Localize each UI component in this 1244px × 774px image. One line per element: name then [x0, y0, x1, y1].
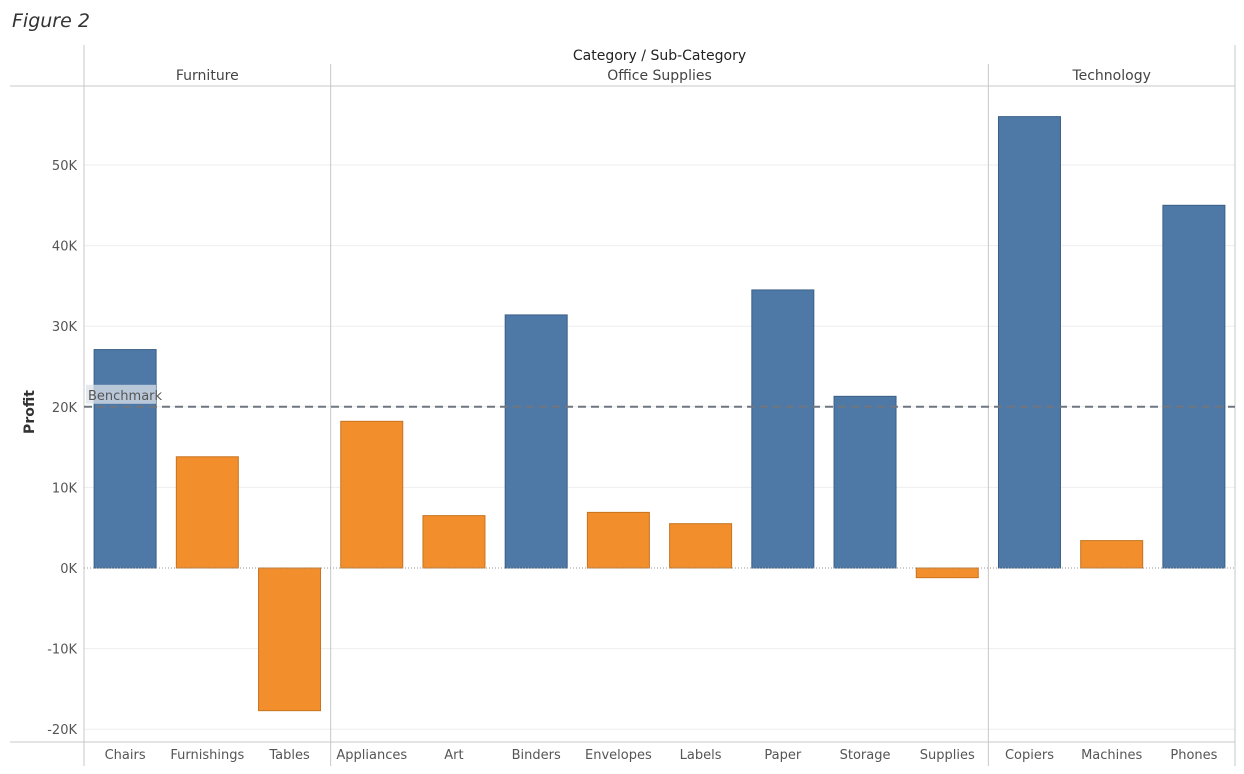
y-tick-label: 10K — [52, 481, 78, 496]
chart-title: Category / Sub-Category — [573, 48, 746, 64]
y-tick-label: -20K — [47, 723, 77, 738]
x-tick-label: Appliances — [336, 748, 407, 763]
x-tick-label: Tables — [268, 748, 310, 763]
y-tick-label: 30K — [52, 320, 78, 335]
benchmark-label: Benchmark — [88, 389, 163, 404]
x-tick-label: Furnishings — [170, 748, 244, 763]
bar-supplies — [915, 567, 979, 579]
bar-machines — [1080, 540, 1144, 569]
bar-labels — [669, 523, 733, 569]
bar-furnishings — [175, 456, 239, 569]
x-tick-label: Binders — [512, 748, 561, 763]
bar-storage — [833, 395, 897, 569]
bar-tables — [258, 567, 322, 712]
bar-appliances — [340, 420, 404, 569]
y-tick-label: 50K — [52, 159, 78, 174]
y-tick-label: 0K — [60, 562, 77, 577]
bar-chairs — [93, 349, 157, 569]
x-tick-label: Labels — [680, 748, 722, 763]
x-tick-label: Supplies — [920, 748, 975, 763]
x-tick-label: Paper — [764, 748, 801, 763]
bar-phones — [1162, 204, 1226, 569]
x-tick-label: Art — [444, 748, 463, 763]
bar-copiers — [997, 116, 1061, 569]
x-tick-label: Phones — [1170, 748, 1217, 763]
figure-label: Figure 2 — [12, 10, 90, 32]
bar-binders — [504, 314, 568, 569]
bar-paper — [751, 289, 815, 569]
bar-envelopes — [586, 511, 650, 569]
group-header: Office Supplies — [607, 68, 712, 84]
x-tick-label: Envelopes — [585, 748, 652, 763]
y-axis-label: Profit — [22, 390, 38, 434]
group-header: Furniture — [176, 68, 239, 84]
bar-art — [422, 515, 486, 569]
y-tick-label: -10K — [47, 643, 77, 658]
x-tick-label: Machines — [1081, 748, 1142, 763]
y-tick-label: 40K — [52, 240, 78, 255]
group-header: Technology — [1071, 68, 1150, 84]
x-tick-label: Chairs — [105, 748, 146, 763]
y-tick-label: 20K — [52, 401, 78, 416]
x-tick-label: Storage — [840, 748, 891, 763]
x-tick-label: Copiers — [1005, 748, 1054, 763]
benchmark-label-bg — [86, 384, 156, 404]
